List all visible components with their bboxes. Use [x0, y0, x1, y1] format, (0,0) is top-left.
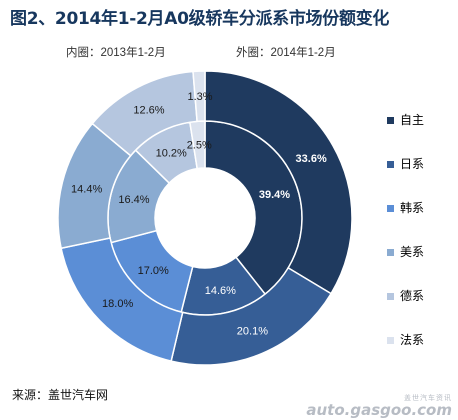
- data-label-outer-0: 33.6%: [296, 153, 327, 165]
- slice-outer-0: [204, 70, 353, 295]
- data-label-inner-1: 14.6%: [205, 285, 236, 297]
- legend-swatch-4: [387, 293, 394, 300]
- donut-chart: 39.4% 14.6% 17.0% 16.4% 10.2%2.5% 33.6% 20.1% 1…: [57, 70, 424, 366]
- data-label-outer-4: 12.6%: [133, 105, 164, 117]
- data-label-inner-5: 2.5%: [187, 140, 212, 152]
- legend-swatch-5: [387, 337, 394, 344]
- data-label-inner-2: 17.0%: [138, 265, 169, 277]
- chart-title: 图2、2014年1-2月A0级轿车分派系市场份额变化: [10, 9, 390, 29]
- legend-swatch-2: [387, 205, 394, 212]
- data-label-outer-3: 14.4%: [71, 183, 102, 195]
- data-label-inner-3: 16.4%: [118, 194, 149, 206]
- legend-swatch-3: [387, 249, 394, 256]
- legend-swatch-1: [387, 161, 394, 168]
- legend-label-0: 自主: [400, 113, 424, 127]
- legend-swatch-0: [387, 117, 394, 124]
- slice-outer-5: [192, 70, 206, 123]
- outer-ring-caption: 外圈：2014年1-2月: [236, 47, 336, 59]
- data-label-outer-2: 18.0%: [102, 298, 133, 310]
- watermark-logo: 盖世汽车资讯 auto.gasgoo.com: [306, 393, 452, 418]
- legend-label-1: 日系: [400, 157, 424, 171]
- data-label-inner-4: 10.2%: [156, 148, 187, 160]
- legend-label-3: 美系: [400, 245, 424, 259]
- legend-label-5: 法系: [400, 333, 424, 347]
- data-label-outer-1: 20.1%: [237, 325, 268, 337]
- inner-ring-caption: 内圈：2013年1-2月: [66, 47, 166, 59]
- data-labels: 39.4% 14.6% 17.0% 16.4% 10.2%2.5% 33.6% 20.1% 1…: [71, 91, 327, 337]
- watermark-url: auto.gasgoo.com: [306, 401, 452, 419]
- watermark-top-text: 盖世汽车资讯: [404, 394, 452, 402]
- donut-rings: [57, 70, 353, 366]
- data-label-inner-0: 39.4%: [259, 189, 290, 201]
- legend-label-4: 德系: [400, 288, 424, 303]
- data-label-outer-5: 1.3%: [187, 91, 212, 103]
- source-note: 来源：盖世汽车网: [12, 388, 109, 402]
- legend-label-2: 韩系: [400, 200, 424, 215]
